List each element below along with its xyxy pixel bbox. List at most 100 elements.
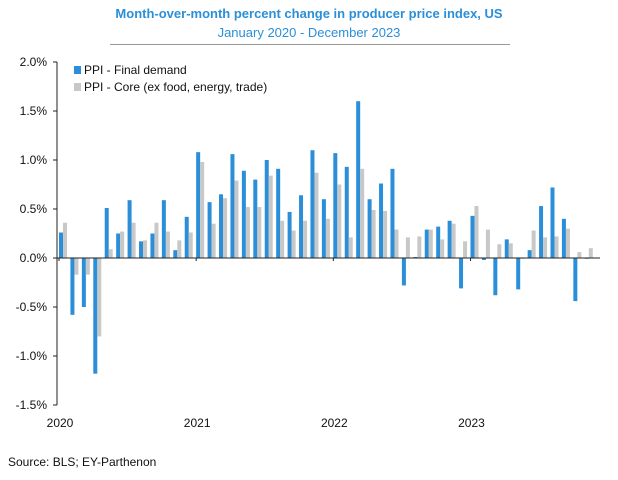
bar-final-demand xyxy=(116,233,121,258)
bar-final-demand xyxy=(173,250,178,258)
bar-core xyxy=(394,229,399,258)
bar-final-demand xyxy=(127,200,132,258)
bar-core xyxy=(371,209,376,258)
x-tick-label: 2020 xyxy=(47,416,74,430)
legend-swatch-core xyxy=(74,83,81,91)
bar-core xyxy=(257,207,262,258)
bar-core xyxy=(440,239,445,258)
bar-final-demand xyxy=(230,154,235,258)
legend-label-final-demand: PPI - Final demand xyxy=(84,63,187,77)
bar-final-demand xyxy=(424,229,429,258)
bar-final-demand xyxy=(447,220,452,258)
bar-core xyxy=(383,210,388,258)
y-tick-label: -1.0% xyxy=(16,349,48,363)
bar-core xyxy=(143,240,148,258)
bar-core xyxy=(165,231,170,258)
bar-final-demand xyxy=(104,208,109,258)
bar-final-demand xyxy=(59,232,63,258)
bar-core xyxy=(463,241,468,258)
legend-swatch-final-demand xyxy=(74,66,81,74)
bar-core xyxy=(188,232,193,258)
bar-core xyxy=(588,248,593,258)
bar-final-demand xyxy=(356,101,361,258)
bar-core xyxy=(211,223,216,258)
y-tick-label: 1.0% xyxy=(20,153,48,167)
bar-final-demand xyxy=(253,179,258,258)
bar-final-demand xyxy=(161,200,166,258)
y-tick-label: -1.5% xyxy=(16,398,48,412)
bar-core xyxy=(97,258,102,337)
bar-final-demand xyxy=(333,153,338,258)
y-tick-label: 2.0% xyxy=(20,55,48,69)
bar-final-demand xyxy=(184,216,189,258)
bar-core xyxy=(245,207,250,258)
bar-final-demand xyxy=(504,239,509,258)
y-tick-label: -0.5% xyxy=(16,300,48,314)
bar-core xyxy=(554,236,559,258)
x-tick-label: 2023 xyxy=(458,416,485,430)
bar-core xyxy=(120,231,125,258)
bar-final-demand xyxy=(493,258,498,296)
bar-final-demand xyxy=(139,241,144,258)
bar-core xyxy=(154,222,159,258)
source-note: Source: BLS; EY-Parthenon xyxy=(8,455,157,469)
bar-final-demand xyxy=(81,258,86,307)
bar-final-demand xyxy=(150,233,155,258)
bar-core xyxy=(474,206,479,258)
bar-chart: 2.0% 1.5% 1.0% 0.5% 0.0% -0.5% -1.0% -1.5% 2020 2… xyxy=(16,55,600,430)
bar-final-demand xyxy=(219,194,224,258)
bar-final-demand xyxy=(93,258,98,374)
bar-final-demand xyxy=(379,183,384,258)
bar-final-demand xyxy=(550,187,555,258)
bar-core xyxy=(508,243,513,258)
bar-core xyxy=(85,258,90,275)
bar-core xyxy=(577,252,582,258)
bar-final-demand xyxy=(299,195,304,258)
chart-title: Month-over-month percent change in produ… xyxy=(115,6,503,21)
bar-final-demand xyxy=(310,150,315,258)
bar-final-demand xyxy=(527,250,532,258)
bar-core xyxy=(131,222,136,258)
legend-label-core: PPI - Core (ex food, energy, trade) xyxy=(84,80,267,94)
bar-final-demand xyxy=(276,168,281,258)
bar-final-demand xyxy=(516,258,521,290)
bar-core xyxy=(314,172,319,258)
bar-core xyxy=(200,161,205,258)
bar-core xyxy=(291,230,296,258)
bar-final-demand xyxy=(481,258,486,260)
x-tick-label: 2022 xyxy=(321,416,348,430)
bar-final-demand xyxy=(241,170,246,258)
bar-final-demand xyxy=(287,211,292,258)
bar-core xyxy=(485,229,490,258)
x-tick-label: 2021 xyxy=(184,416,211,430)
bar-final-demand xyxy=(321,199,326,258)
y-tick-label: 0.0% xyxy=(20,251,48,265)
bar-core xyxy=(543,237,548,258)
bar-core xyxy=(531,230,536,258)
bar-final-demand xyxy=(390,168,395,258)
y-tick-label: 0.5% xyxy=(20,202,48,216)
bar-core xyxy=(348,237,353,258)
bar-final-demand xyxy=(207,202,212,258)
bar-core xyxy=(63,222,67,258)
bar-final-demand xyxy=(470,215,475,258)
chart-subtitle: January 2020 - December 2023 xyxy=(217,25,401,40)
bar-final-demand xyxy=(436,226,441,258)
bar-final-demand xyxy=(344,166,349,258)
bar-core xyxy=(177,240,182,258)
bar-final-demand xyxy=(459,258,464,289)
bar-final-demand xyxy=(401,258,406,286)
bar-core xyxy=(428,229,433,258)
bar-final-demand xyxy=(539,206,544,258)
bar-core xyxy=(337,184,342,258)
bar-core xyxy=(108,249,113,258)
bar-core xyxy=(234,180,239,258)
bar-final-demand xyxy=(561,218,566,258)
bar-core xyxy=(280,220,285,258)
bar-final-demand xyxy=(573,258,578,302)
bar-final-demand xyxy=(367,199,372,258)
bar-final-demand xyxy=(70,258,75,315)
title-divider xyxy=(110,44,510,45)
bar-core xyxy=(497,244,502,258)
